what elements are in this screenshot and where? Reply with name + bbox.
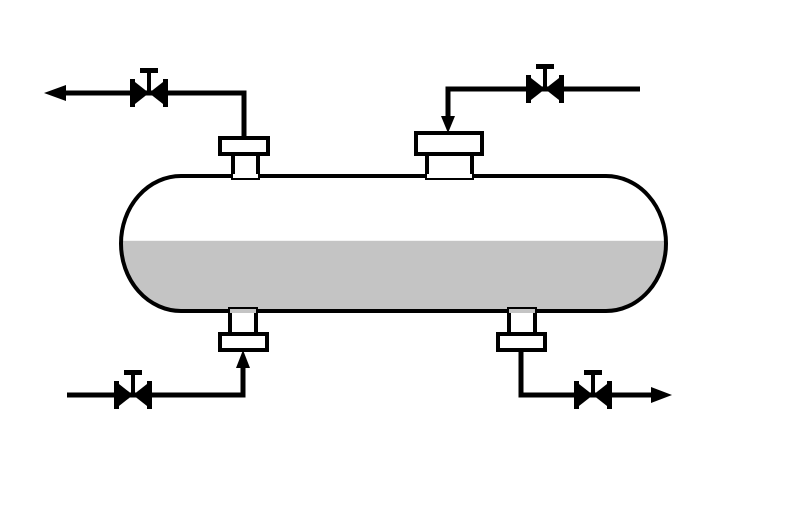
nozzle-bottom-right xyxy=(496,307,547,352)
gate-valve-icon[interactable] xyxy=(130,68,168,107)
gate-valve-icon[interactable] xyxy=(574,370,612,409)
nozzle-top-left xyxy=(218,136,270,180)
vessel xyxy=(119,174,668,313)
nozzle-bottom-left xyxy=(218,307,269,352)
flow-arrow-up-icon xyxy=(236,350,250,368)
flow-arrow-right-icon xyxy=(651,387,672,403)
flow-arrow-left-icon xyxy=(44,85,66,101)
pipe-bottom-left-inlet xyxy=(67,350,250,398)
gate-valve-icon[interactable] xyxy=(114,370,152,409)
liquid-level-fill xyxy=(121,240,666,311)
flow-arrow-down-icon xyxy=(441,116,455,133)
vessel-outline xyxy=(119,174,668,313)
pipe-top-left-outlet xyxy=(44,85,247,138)
nozzle-top-right xyxy=(414,131,484,180)
pipe-top-right-inlet xyxy=(441,86,640,133)
gate-valve-icon[interactable] xyxy=(526,64,564,103)
